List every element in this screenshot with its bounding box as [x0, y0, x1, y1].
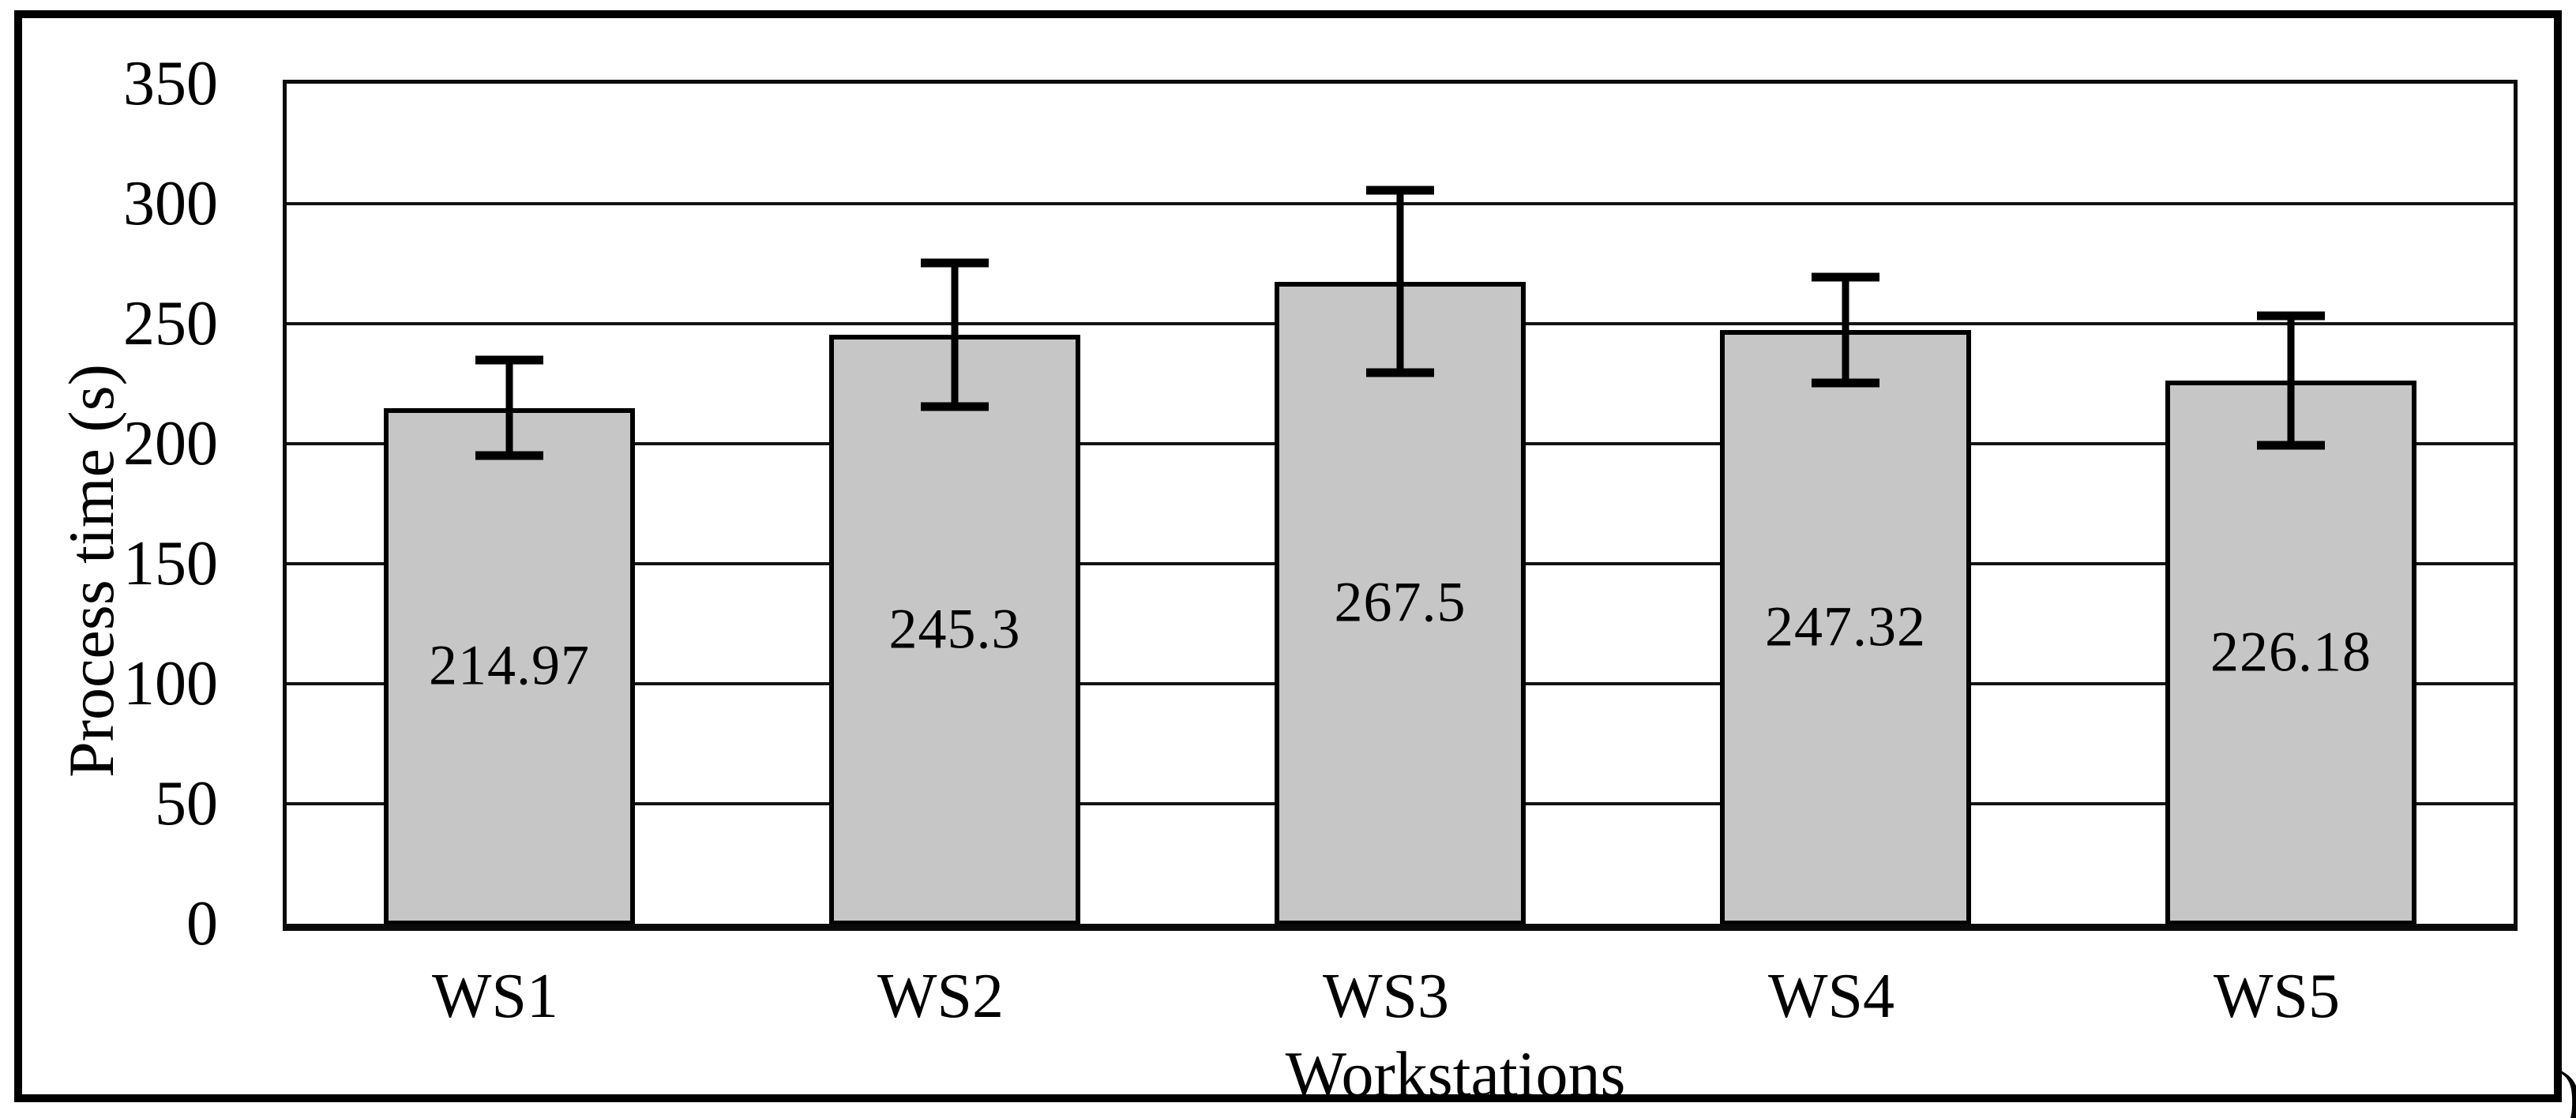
error-cap-top-ws2	[921, 258, 989, 268]
x-tick-label-ws5: WS5	[2214, 962, 2340, 1031]
y-axis-title: Process time (s)	[55, 364, 127, 778]
cropped-caption-artifact: )	[2559, 1062, 2576, 1118]
x-tick-label-ws4: WS4	[1768, 962, 1894, 1031]
bar-value-label-ws1: 214.97	[429, 633, 590, 697]
error-cap-top-ws4	[1812, 272, 1879, 282]
error-bar-ws5	[2287, 316, 2295, 446]
y-tick-label-200: 200	[123, 409, 218, 478]
x-axis-title: Workstations	[1285, 1038, 1626, 1110]
error-bar-ws3	[1396, 190, 1404, 373]
error-cap-top-ws3	[1366, 186, 1434, 195]
error-cap-bottom-ws2	[921, 402, 989, 411]
error-cap-bottom-ws5	[2257, 441, 2325, 450]
y-tick-label-300: 300	[123, 169, 218, 238]
error-bar-ws2	[951, 263, 959, 407]
x-axis-tick-labels: WS1 WS2 WS3 WS4 WS5	[272, 962, 2499, 1033]
error-cap-bottom-ws1	[475, 451, 543, 460]
bar-ws2	[829, 335, 1080, 924]
x-tick-label-ws1: WS1	[432, 962, 558, 1031]
error-bar-ws1	[505, 359, 513, 456]
y-tick-label-250: 250	[123, 289, 218, 358]
bar-value-label-ws4: 247.32	[1765, 595, 1926, 658]
error-cap-bottom-ws3	[1366, 368, 1434, 377]
error-cap-top-ws5	[2257, 311, 2325, 321]
error-bar-ws4	[1842, 277, 1849, 384]
y-tick-label-350: 350	[123, 49, 218, 118]
error-cap-bottom-ws4	[1812, 378, 1879, 388]
y-axis-tick-labels: 0 50 100 150 200 250 300 350	[22, 52, 218, 955]
y-tick-label-150: 150	[123, 529, 218, 598]
figure-frame: 214.97 245.3 267.5 247.32 226.18 0 50 100 150 20…	[14, 10, 2562, 1110]
plot-area: 214.97 245.3 267.5 247.32 226.18	[283, 80, 2518, 931]
bar-value-label-ws3: 267.5	[1334, 570, 1466, 634]
error-cap-top-ws1	[475, 355, 543, 365]
x-tick-label-ws3: WS3	[1323, 962, 1449, 1031]
bar-value-label-ws5: 226.18	[2210, 620, 2371, 684]
x-tick-label-ws2: WS2	[877, 962, 1004, 1031]
bar-ws5	[2165, 381, 2416, 924]
y-tick-label-50: 50	[155, 769, 218, 838]
bar-value-label-ws2: 245.3	[888, 597, 1021, 661]
y-tick-label-100: 100	[123, 649, 218, 718]
y-tick-label-0: 0	[186, 889, 218, 959]
